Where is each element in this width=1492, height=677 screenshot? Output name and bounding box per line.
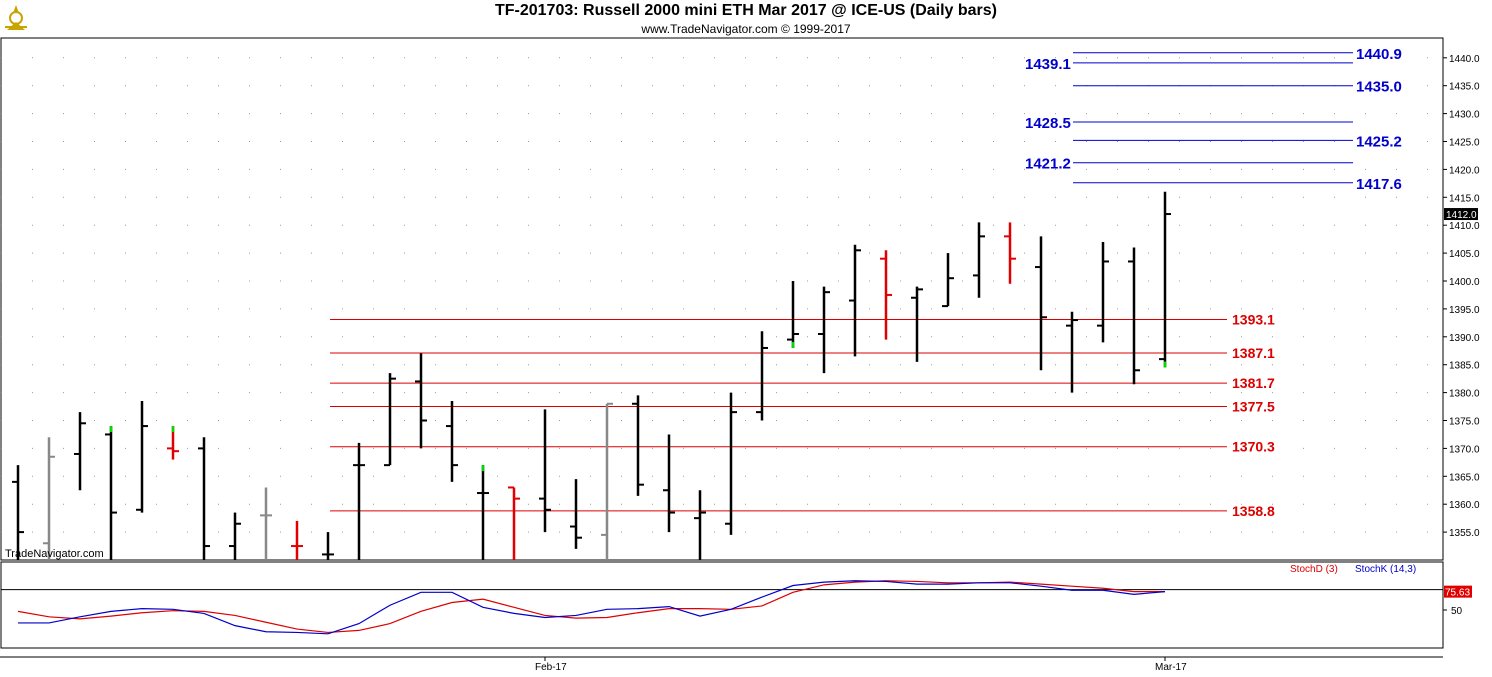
ohlc-bar[interactable] [1128, 247, 1140, 385]
y-tick-label: 1405.0 [1449, 249, 1480, 260]
ohlc-bar[interactable] [539, 409, 551, 533]
support-level-label: 1370.3 [1232, 439, 1275, 455]
compass-logo-icon [3, 3, 29, 31]
ohlc-bar[interactable] [973, 222, 985, 298]
ohlc-bar[interactable] [415, 353, 427, 449]
ohlc-bar[interactable] [198, 437, 210, 560]
stochD-legend: StochD (3) [1290, 564, 1338, 575]
stoch-last-label: 75.63 [1445, 588, 1470, 599]
ohlc-bar[interactable] [353, 442, 365, 560]
target-level-label: 1425.2 [1356, 133, 1402, 150]
y-tick-label: 1420.0 [1449, 165, 1480, 176]
support-level-label: 1381.7 [1232, 375, 1275, 391]
ohlc-bar[interactable] [911, 286, 923, 362]
ohlc-bar[interactable] [322, 532, 334, 560]
ohlc-bar[interactable] [74, 412, 86, 491]
y-tick-label: 1365.0 [1449, 472, 1480, 483]
y-tick-label: 1355.0 [1449, 528, 1480, 539]
ohlc-bar[interactable] [477, 465, 489, 560]
ohlc-bar[interactable] [1004, 222, 1016, 284]
ohlc-bar[interactable] [446, 400, 458, 482]
target-level-label: 1435.0 [1356, 79, 1402, 96]
chart-title: TF-201703: Russell 2000 mini ETH Mar 201… [494, 2, 997, 19]
ohlc-bar[interactable] [1159, 191, 1171, 368]
support-level-label: 1358.8 [1232, 503, 1275, 519]
ohlc-bar[interactable] [229, 512, 241, 560]
ohlc-bar[interactable] [942, 253, 954, 308]
y-tick-label: 1410.0 [1449, 221, 1480, 232]
y-tick-label: 1385.0 [1449, 361, 1480, 372]
y-tick-label: 1400.0 [1449, 277, 1480, 288]
target-level-label: 1440.9 [1356, 46, 1402, 63]
y-tick-label: 1430.0 [1449, 110, 1480, 121]
ohlc-bar[interactable] [167, 426, 179, 460]
ohlc-bar[interactable] [632, 395, 644, 496]
y-tick-label: 1360.0 [1449, 500, 1480, 511]
stoch-y-tick-label: 50 [1451, 606, 1463, 617]
target-level-label: 1421.2 [1025, 156, 1071, 173]
ohlc-bar[interactable] [787, 281, 799, 348]
last-price-marker [1444, 208, 1478, 221]
support-level-label: 1377.5 [1232, 399, 1275, 415]
stochK-legend: StochK (14,3) [1355, 564, 1416, 575]
price-panel-frame [0, 37, 1444, 561]
stochK-line [18, 580, 1166, 635]
target-level-label: 1439.1 [1025, 56, 1071, 73]
last-price-label: 1412.0 [1446, 210, 1477, 221]
ohlc-bar[interactable] [694, 490, 706, 560]
ohlc-bar[interactable] [43, 437, 55, 560]
y-tick-label: 1370.0 [1449, 444, 1480, 455]
ohlc-bar[interactable] [725, 392, 737, 535]
x-tick-label: Mar-17 [1155, 662, 1187, 673]
y-tick-label: 1415.0 [1449, 193, 1480, 204]
ohlc-bar[interactable] [508, 486, 520, 560]
ohlc-bar[interactable] [291, 520, 303, 560]
ohlc-bar[interactable] [849, 244, 861, 357]
y-tick-label: 1380.0 [1449, 389, 1480, 400]
ohlc-bar[interactable] [136, 400, 148, 513]
y-tick-label: 1435.0 [1449, 82, 1480, 93]
ohlc-bar[interactable] [570, 479, 582, 549]
y-tick-label: 1425.0 [1449, 138, 1480, 149]
ohlc-bar[interactable] [1035, 236, 1047, 371]
stoch-panel-frame [0, 561, 1444, 649]
ohlc-bar[interactable] [756, 331, 768, 421]
y-tick-label: 1440.0 [1449, 54, 1480, 65]
chart-subtitle: www.TradeNavigator.com © 1999-2017 [641, 22, 851, 36]
support-level-label: 1393.1 [1232, 312, 1275, 328]
ohlc-bar[interactable] [384, 373, 396, 467]
x-tick-label: Feb-17 [535, 662, 567, 673]
watermark: TradeNavigator.com [5, 548, 104, 560]
target-level-label: 1417.6 [1356, 176, 1402, 193]
ohlc-bar[interactable] [601, 402, 613, 560]
ohlc-bar[interactable] [880, 250, 892, 340]
stoch-last-marker [1444, 585, 1472, 598]
ohlc-bar[interactable] [105, 426, 117, 560]
ohlc-bar[interactable] [1097, 241, 1109, 343]
ohlc-bar[interactable] [663, 434, 675, 533]
ohlc-bar[interactable] [260, 487, 272, 560]
target-level-label: 1428.5 [1025, 115, 1071, 132]
y-tick-label: 1375.0 [1449, 417, 1480, 428]
ohlc-bar[interactable] [1066, 311, 1078, 393]
y-tick-label: 1395.0 [1449, 305, 1480, 316]
support-level-label: 1387.1 [1232, 345, 1275, 361]
ohlc-bar[interactable] [12, 465, 24, 560]
y-tick-label: 1390.0 [1449, 333, 1480, 344]
ohlc-bar[interactable] [818, 286, 830, 374]
